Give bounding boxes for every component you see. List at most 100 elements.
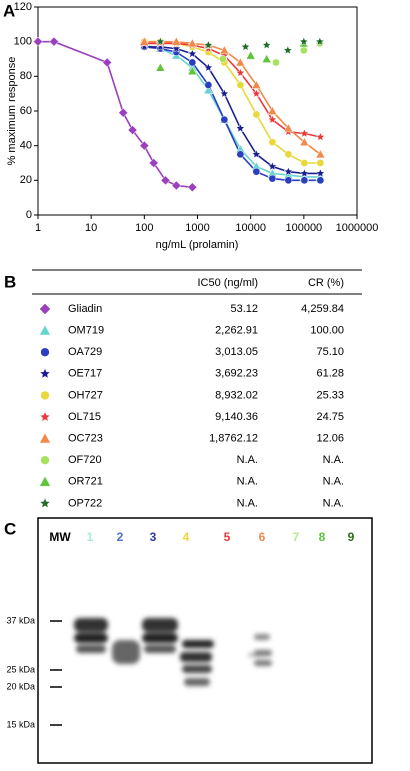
ic50-cell: 8,932.02 — [215, 389, 258, 401]
cr-cell: 12.06 — [316, 433, 344, 445]
data-point — [284, 150, 293, 159]
legend-marker — [39, 324, 51, 336]
x-tick-label: 10 — [85, 222, 97, 234]
x-tick-label: 100000 — [285, 222, 322, 234]
panel-label: A — [3, 1, 15, 20]
cr-cell: N.A. — [323, 454, 344, 466]
y-tick-label: 100 — [14, 36, 32, 48]
row-name: OE717 — [68, 368, 102, 380]
column-header: IC50 (ng/ml) — [197, 277, 258, 289]
data-point — [148, 158, 159, 168]
data-point — [298, 36, 309, 46]
data-point — [235, 57, 246, 67]
x-tick-label: 10000 — [235, 222, 266, 234]
data-point — [299, 137, 310, 147]
x-tick-label: 1000 — [185, 222, 209, 234]
data-point — [219, 55, 227, 63]
data-point — [160, 175, 171, 186]
data-point — [127, 125, 138, 135]
data-point — [187, 66, 198, 75]
data-point — [251, 79, 262, 89]
data-point — [236, 150, 245, 159]
size-marker: 20 kDa — [6, 681, 35, 691]
data-point — [235, 67, 246, 78]
ic50-cell: N.A. — [237, 454, 258, 466]
data-point — [251, 88, 262, 98]
data-point — [316, 176, 325, 185]
data-point — [267, 105, 278, 115]
data-point — [261, 53, 272, 63]
data-point — [155, 62, 166, 72]
legend-marker — [39, 475, 51, 487]
lane-label: 5 — [224, 530, 231, 544]
size-marker: 15 kDa — [6, 719, 35, 729]
x-tick-label: 100 — [135, 222, 153, 234]
row-name: OH727 — [68, 389, 103, 401]
data-point — [284, 176, 293, 185]
data-point — [204, 81, 213, 89]
lane-label: 8 — [319, 530, 326, 544]
data-point — [300, 159, 309, 167]
cr-cell: 100.00 — [310, 325, 344, 337]
data-point — [315, 149, 326, 159]
data-point — [268, 174, 277, 183]
data-point — [219, 45, 230, 55]
lane-label: 9 — [348, 530, 355, 544]
data-point — [33, 36, 43, 47]
data-point — [187, 38, 198, 48]
data-point — [203, 62, 214, 72]
data-point — [171, 43, 182, 53]
row-name: OM719 — [68, 325, 104, 337]
legend-marker — [39, 367, 51, 379]
lane-label: 1 — [87, 530, 94, 544]
plot-frame — [37, 6, 358, 216]
data-point — [219, 88, 230, 98]
series-line — [144, 40, 321, 164]
data-point — [118, 107, 129, 118]
data-point — [315, 168, 326, 178]
legend-marker — [40, 390, 50, 401]
ic50-cell: 1,8762.12 — [209, 433, 258, 445]
data-point — [49, 36, 59, 47]
cr-cell: N.A. — [323, 497, 344, 509]
data-point — [102, 57, 113, 68]
data-point — [187, 48, 198, 58]
column-header: CR (%) — [308, 277, 344, 289]
y-tick-label: 80 — [20, 70, 32, 82]
ic50-cell: 3,013.05 — [215, 346, 258, 358]
data-point — [139, 140, 150, 151]
ic50-cell: 2,262.91 — [215, 325, 258, 337]
legend-marker — [40, 347, 50, 357]
lane-label: 7 — [293, 530, 300, 544]
data-point — [235, 123, 246, 133]
y-tick-label: 20 — [20, 174, 32, 186]
data-point — [252, 167, 261, 176]
x-axis-label: ng/mL (prolamin) — [156, 239, 239, 251]
data-point — [272, 58, 280, 67]
data-point — [187, 182, 198, 193]
y-tick-label: 40 — [20, 140, 32, 152]
ic50-cell: 53.12 — [230, 303, 258, 315]
ic50-cell: 9,140.36 — [215, 411, 258, 423]
cr-cell: 75.10 — [316, 346, 344, 358]
row-name: OA729 — [68, 346, 102, 358]
data-point — [245, 50, 256, 60]
x-tick-label: 1000000 — [336, 222, 379, 234]
data-point — [300, 176, 309, 185]
size-marker: 37 kDa — [6, 615, 35, 625]
cr-cell: 24.75 — [316, 411, 344, 423]
data-point — [252, 110, 261, 119]
legend-marker — [39, 432, 51, 444]
data-point — [299, 168, 310, 178]
row-name: OL715 — [68, 411, 101, 423]
lane-label: 6 — [259, 530, 266, 544]
row-name: OR721 — [68, 476, 103, 488]
data-point — [171, 180, 182, 191]
data-point — [139, 36, 150, 46]
lane-label: 3 — [150, 530, 157, 544]
series-line — [144, 46, 321, 175]
legend-marker — [39, 303, 51, 315]
data-point — [299, 128, 310, 138]
series-line — [144, 46, 321, 182]
